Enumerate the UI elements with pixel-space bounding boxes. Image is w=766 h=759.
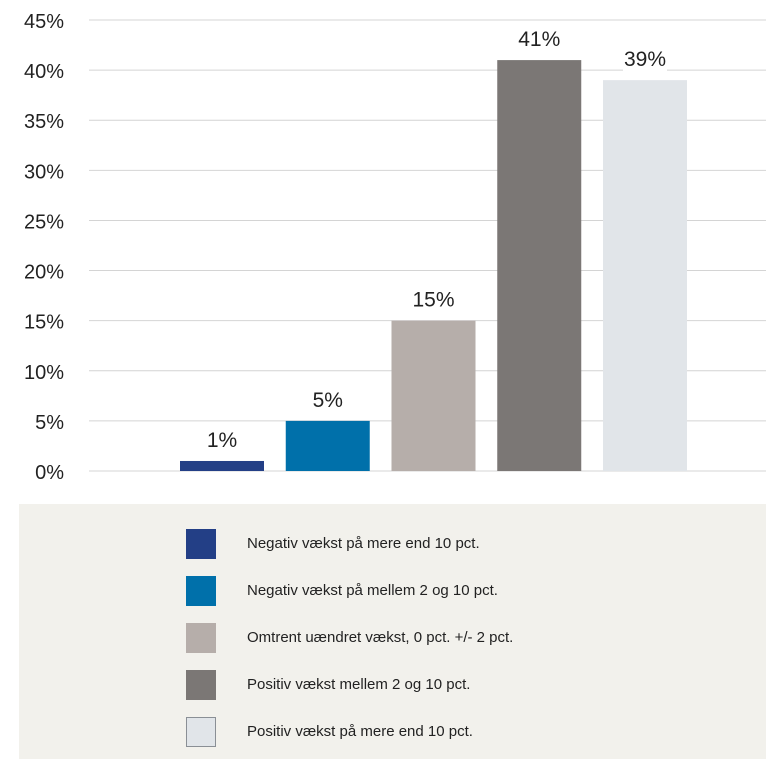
legend-label: Positiv vækst på mere end 10 pct. (247, 723, 473, 740)
legend-swatch (186, 622, 216, 653)
y-tick-label: 25% (24, 211, 64, 233)
y-tick-label: 15% (24, 312, 64, 334)
y-tick-label: 5% (35, 412, 64, 434)
bars (180, 60, 687, 471)
y-tick-label: 40% (24, 61, 64, 83)
legend-swatch (186, 669, 216, 700)
legend-label: Negativ vækst på mellem 2 og 10 pct. (247, 582, 498, 599)
y-axis-tick-labels: 0% 5% 10% 15% 20% 25% 30% 35% 40% 45% (24, 11, 64, 484)
y-tick-label: 0% (35, 462, 64, 484)
legend-swatch (186, 716, 216, 747)
legend-item: Positiv vækst mellem 2 og 10 pct. (186, 661, 766, 708)
legend-label: Positiv vækst mellem 2 og 10 pct. (247, 676, 471, 693)
legend-item: Negativ vækst på mere end 10 pct. (186, 520, 766, 567)
y-tick-label: 30% (24, 161, 64, 183)
data-label-background (623, 44, 667, 73)
y-tick-label: 20% (24, 262, 64, 284)
data-label: 1% (207, 429, 237, 452)
bar (391, 320, 476, 471)
legend-swatch (186, 575, 216, 606)
data-label: 5% (313, 389, 343, 412)
data-label: 41% (518, 28, 560, 51)
bar (603, 80, 687, 471)
data-labels: 1% 5% 15% 41% 39% (207, 28, 667, 452)
bar (497, 60, 582, 471)
legend-item: Omtrent uændret vækst, 0 pct. +/- 2 pct. (186, 614, 766, 661)
gridlines (89, 19, 766, 472)
bar (180, 460, 264, 471)
y-tick-label: 35% (24, 111, 64, 133)
data-label: 15% (412, 289, 454, 312)
data-label: 39% (624, 48, 666, 71)
legend-label: Omtrent uændret vækst, 0 pct. +/- 2 pct. (247, 629, 514, 646)
y-tick-label: 10% (24, 362, 64, 384)
bar (285, 420, 370, 471)
bar-chart: 0% 5% 10% 15% 20% 25% 30% 35% 40% 45% 1% 5% 15% 41% 3… (24, 11, 766, 484)
legend-item: Positiv vækst på mere end 10 pct. (186, 708, 766, 755)
legend-swatch (186, 528, 216, 559)
chart-legend: Negativ vækst på mere end 10 pct. Negativ… (19, 504, 766, 759)
legend-label: Negativ vækst på mere end 10 pct. (247, 535, 480, 552)
y-tick-label: 45% (24, 11, 64, 33)
legend-item: Negativ vækst på mellem 2 og 10 pct. (186, 567, 766, 614)
